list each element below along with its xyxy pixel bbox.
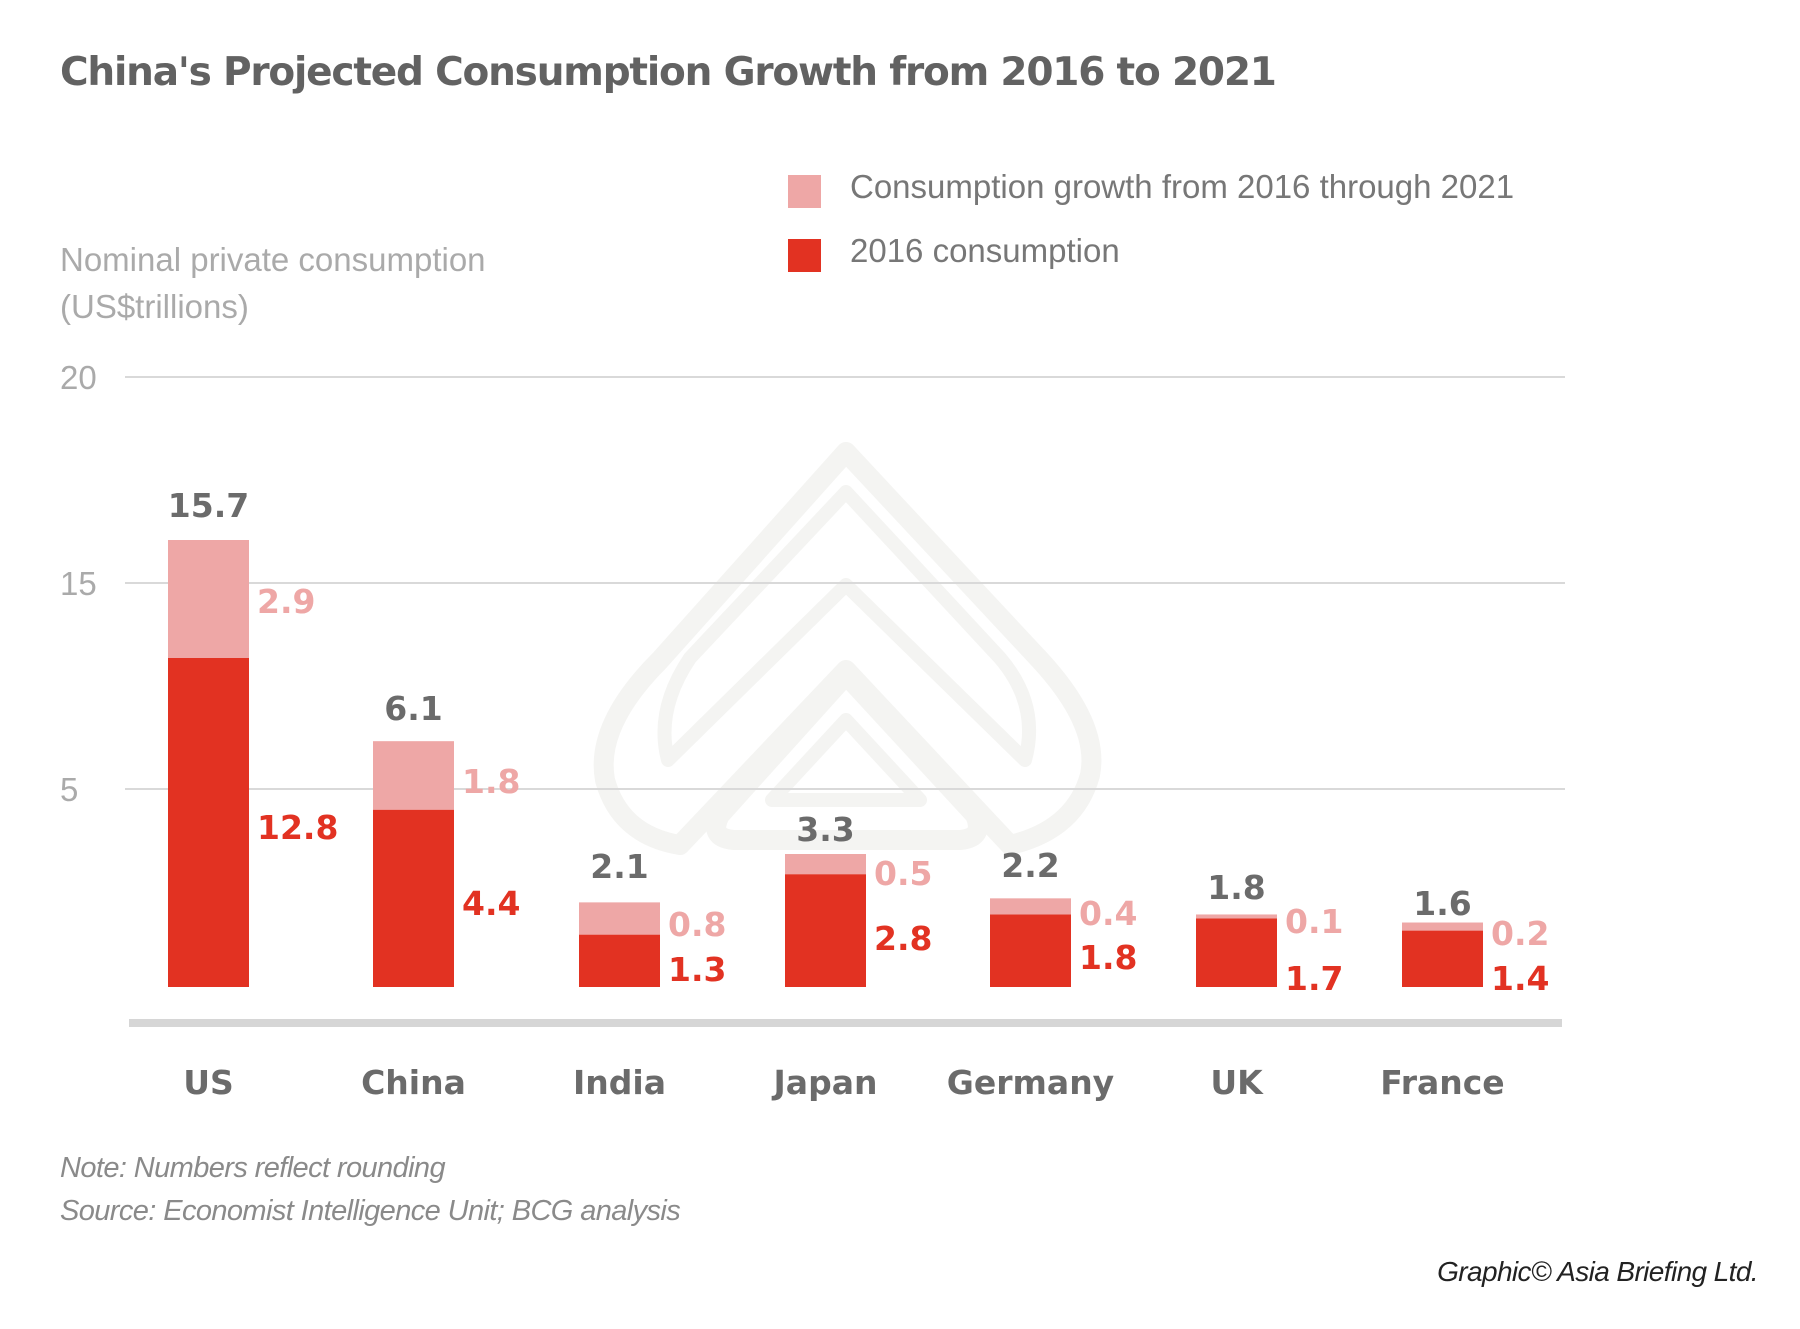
total-label: 2.1 — [590, 847, 648, 886]
legend-swatch-growth — [788, 174, 821, 208]
base-label: 1.3 — [668, 950, 726, 989]
growth-label: 1.8 — [462, 762, 520, 801]
y-axis-title: Nominal private consumption (US$trillion… — [60, 236, 486, 330]
bar-base-germany — [990, 914, 1071, 987]
x-tick-label: Japan — [772, 1063, 878, 1102]
base-label: 1.4 — [1491, 959, 1549, 998]
base-label: 1.7 — [1285, 959, 1343, 998]
bar-base-japan — [785, 874, 866, 987]
x-axis-line — [129, 1019, 1562, 1027]
x-tick-label: Germany — [947, 1063, 1114, 1102]
credit: Graphic© Asia Briefing Ltd. — [1437, 1256, 1758, 1287]
legend-item-growth: Consumption growth from 2016 through 202… — [788, 168, 1514, 208]
x-tick-label: China — [361, 1063, 466, 1102]
base-label: 2.8 — [874, 919, 932, 958]
growth-label: 0.8 — [668, 905, 726, 944]
bar-growth-germany — [990, 898, 1071, 915]
growth-label: 0.1 — [1285, 902, 1343, 941]
growth-label: 2.9 — [257, 582, 315, 621]
y-axis-title-line1: Nominal private consumption — [60, 241, 486, 278]
legend-label-growth: Consumption growth from 2016 through 202… — [850, 168, 1515, 205]
bar-growth-us — [168, 540, 249, 658]
watermark-logo-icon — [593, 442, 1102, 855]
bar-base-india — [579, 934, 660, 987]
source-note: Source: Economist Intelligence Unit; BCG… — [60, 1195, 681, 1227]
growth-label: 0.4 — [1079, 894, 1137, 933]
bar-growth-uk — [1196, 914, 1277, 919]
x-tick-label: France — [1380, 1063, 1504, 1102]
total-label: 2.2 — [1001, 846, 1059, 885]
bar-base-china — [373, 809, 454, 987]
bar-growth-china — [373, 741, 454, 810]
x-tick-label: India — [573, 1063, 666, 1102]
base-label: 4.4 — [462, 884, 520, 923]
growth-label: 0.5 — [874, 854, 932, 893]
bar-base-us — [168, 658, 249, 987]
bar-growth-france — [1402, 922, 1483, 931]
y-axis-title-line2: (US$trillions) — [60, 288, 249, 325]
bar-growth-india — [579, 902, 660, 935]
total-label: 15.7 — [168, 486, 249, 525]
chart-title: China's Projected Consumption Growth fro… — [60, 50, 1277, 95]
legend-item-base: 2016 consumption — [788, 232, 1120, 272]
total-label: 6.1 — [384, 689, 442, 728]
bar-growth-japan — [785, 854, 866, 875]
growth-label: 0.2 — [1491, 914, 1549, 953]
base-label: 1.8 — [1079, 938, 1137, 977]
bar-base-uk — [1196, 918, 1277, 987]
y-tick-label: 5 — [60, 771, 78, 808]
legend-swatch-base — [788, 238, 821, 272]
y-tick-label: 15 — [60, 565, 97, 602]
bar-base-france — [1402, 930, 1483, 987]
total-label: 1.6 — [1413, 884, 1471, 923]
legend-label-base: 2016 consumption — [850, 232, 1120, 269]
total-label: 1.8 — [1207, 868, 1265, 907]
y-tick-label: 20 — [60, 359, 97, 396]
total-label: 3.3 — [796, 810, 854, 849]
x-tick-label: US — [183, 1063, 234, 1102]
x-tick-label: UK — [1210, 1063, 1264, 1102]
footnote: Note: Numbers reflect rounding — [60, 1152, 446, 1184]
base-label: 12.8 — [257, 808, 338, 847]
